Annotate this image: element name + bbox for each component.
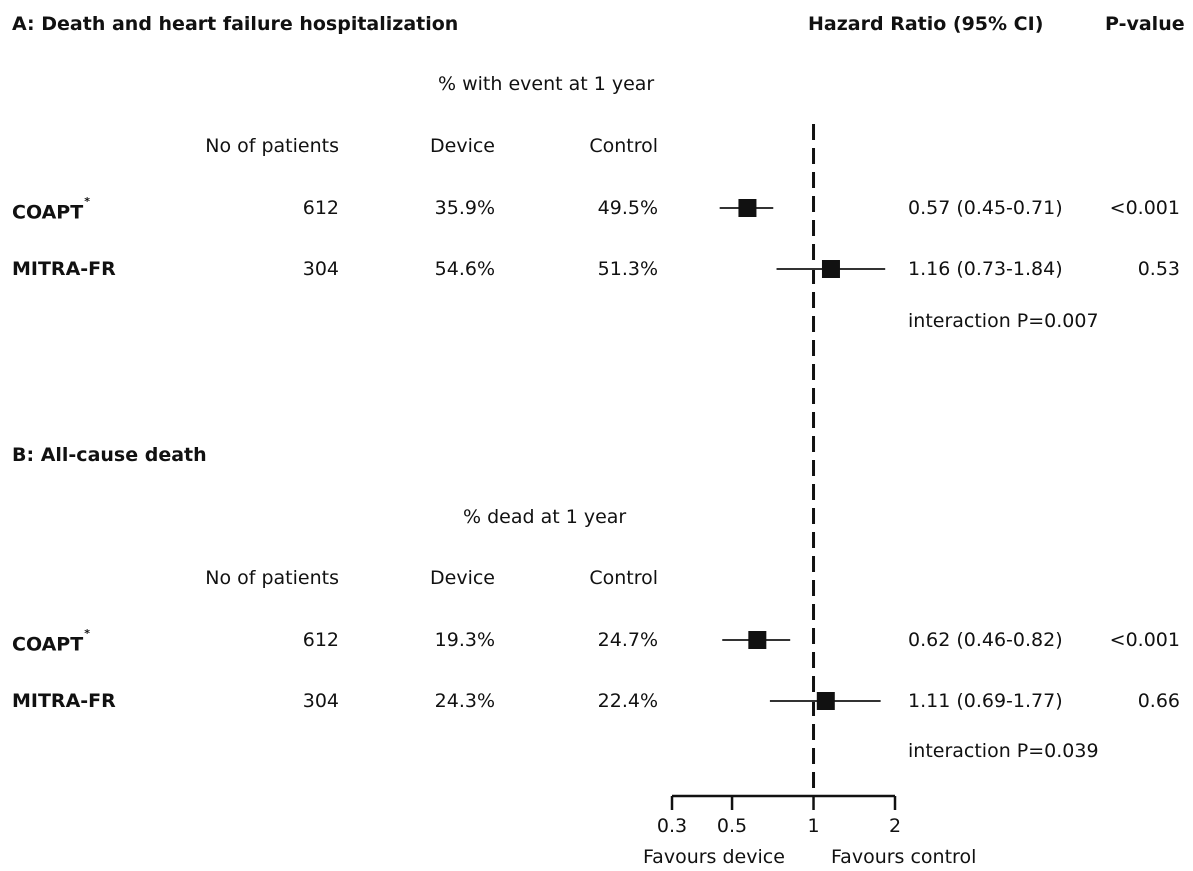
p-value: <0.001 xyxy=(1109,197,1180,219)
favours-control-label: Favours control xyxy=(831,846,977,868)
hr-text: 0.62 (0.46-0.82) xyxy=(908,629,1063,651)
p-value-header: P-value xyxy=(1105,13,1185,35)
p-value: <0.001 xyxy=(1109,629,1180,651)
panel-b-col-device: Device xyxy=(430,567,495,589)
table-row-label: MITRA-FR xyxy=(12,690,116,712)
x-axis-tick-label: 0.3 xyxy=(657,815,687,837)
x-axis-tick-label: 2 xyxy=(889,815,901,837)
footnote-asterisk: * xyxy=(84,195,90,208)
hr-marker xyxy=(748,631,767,649)
device-value: 35.9% xyxy=(434,197,495,219)
p-value: 0.66 xyxy=(1137,690,1180,712)
table-row-label: MITRA-FR xyxy=(12,258,116,280)
table-row-label: COAPT* xyxy=(12,627,90,656)
p-value: 0.53 xyxy=(1137,258,1180,280)
device-value: 19.3% xyxy=(434,629,495,651)
hr-text: 1.11 (0.69-1.77) xyxy=(908,690,1063,712)
control-value: 51.3% xyxy=(597,258,658,280)
panel-a-interaction: interaction P=0.007 xyxy=(908,310,1099,332)
hr-marker xyxy=(816,692,835,710)
hr-text: 0.57 (0.45-0.71) xyxy=(908,197,1063,219)
panel-a-title: A: Death and heart failure hospitalizati… xyxy=(12,13,459,35)
panel-b-title: B: All-cause death xyxy=(12,444,207,466)
panel-a-event-label: % with event at 1 year xyxy=(438,73,655,95)
device-value: 24.3% xyxy=(434,690,495,712)
study-name: COAPT xyxy=(12,633,84,656)
patients-value: 304 xyxy=(302,690,339,712)
panel-a-col-control: Control xyxy=(589,135,658,157)
hr-marker xyxy=(821,260,840,278)
panel-b-col-control: Control xyxy=(589,567,658,589)
footnote-asterisk: * xyxy=(84,627,90,640)
panel-b-col-patients: No of patients xyxy=(205,567,339,589)
panel-a-col-patients: No of patients xyxy=(205,135,339,157)
x-axis-tick-label: 0.5 xyxy=(717,815,747,837)
patients-value: 612 xyxy=(302,629,339,651)
control-value: 49.5% xyxy=(597,197,658,219)
patients-value: 304 xyxy=(302,258,339,280)
x-axis-tick-label: 1 xyxy=(807,815,819,837)
control-value: 24.7% xyxy=(597,629,658,651)
hr-marker xyxy=(738,199,757,217)
patients-value: 612 xyxy=(302,197,339,219)
hr-text: 1.16 (0.73-1.84) xyxy=(908,258,1063,280)
hazard-ratio-header: Hazard Ratio (95% CI) xyxy=(808,13,1044,35)
device-value: 54.6% xyxy=(434,258,495,280)
study-name: COAPT xyxy=(12,201,84,224)
panel-b-event-label: % dead at 1 year xyxy=(463,506,627,528)
favours-device-label: Favours device xyxy=(643,846,785,868)
study-name: MITRA-FR xyxy=(12,258,116,280)
table-row-label: COAPT* xyxy=(12,195,90,224)
study-name: MITRA-FR xyxy=(12,690,116,712)
panel-a-col-device: Device xyxy=(430,135,495,157)
control-value: 22.4% xyxy=(597,690,658,712)
panel-b-interaction: interaction P=0.039 xyxy=(908,740,1099,762)
